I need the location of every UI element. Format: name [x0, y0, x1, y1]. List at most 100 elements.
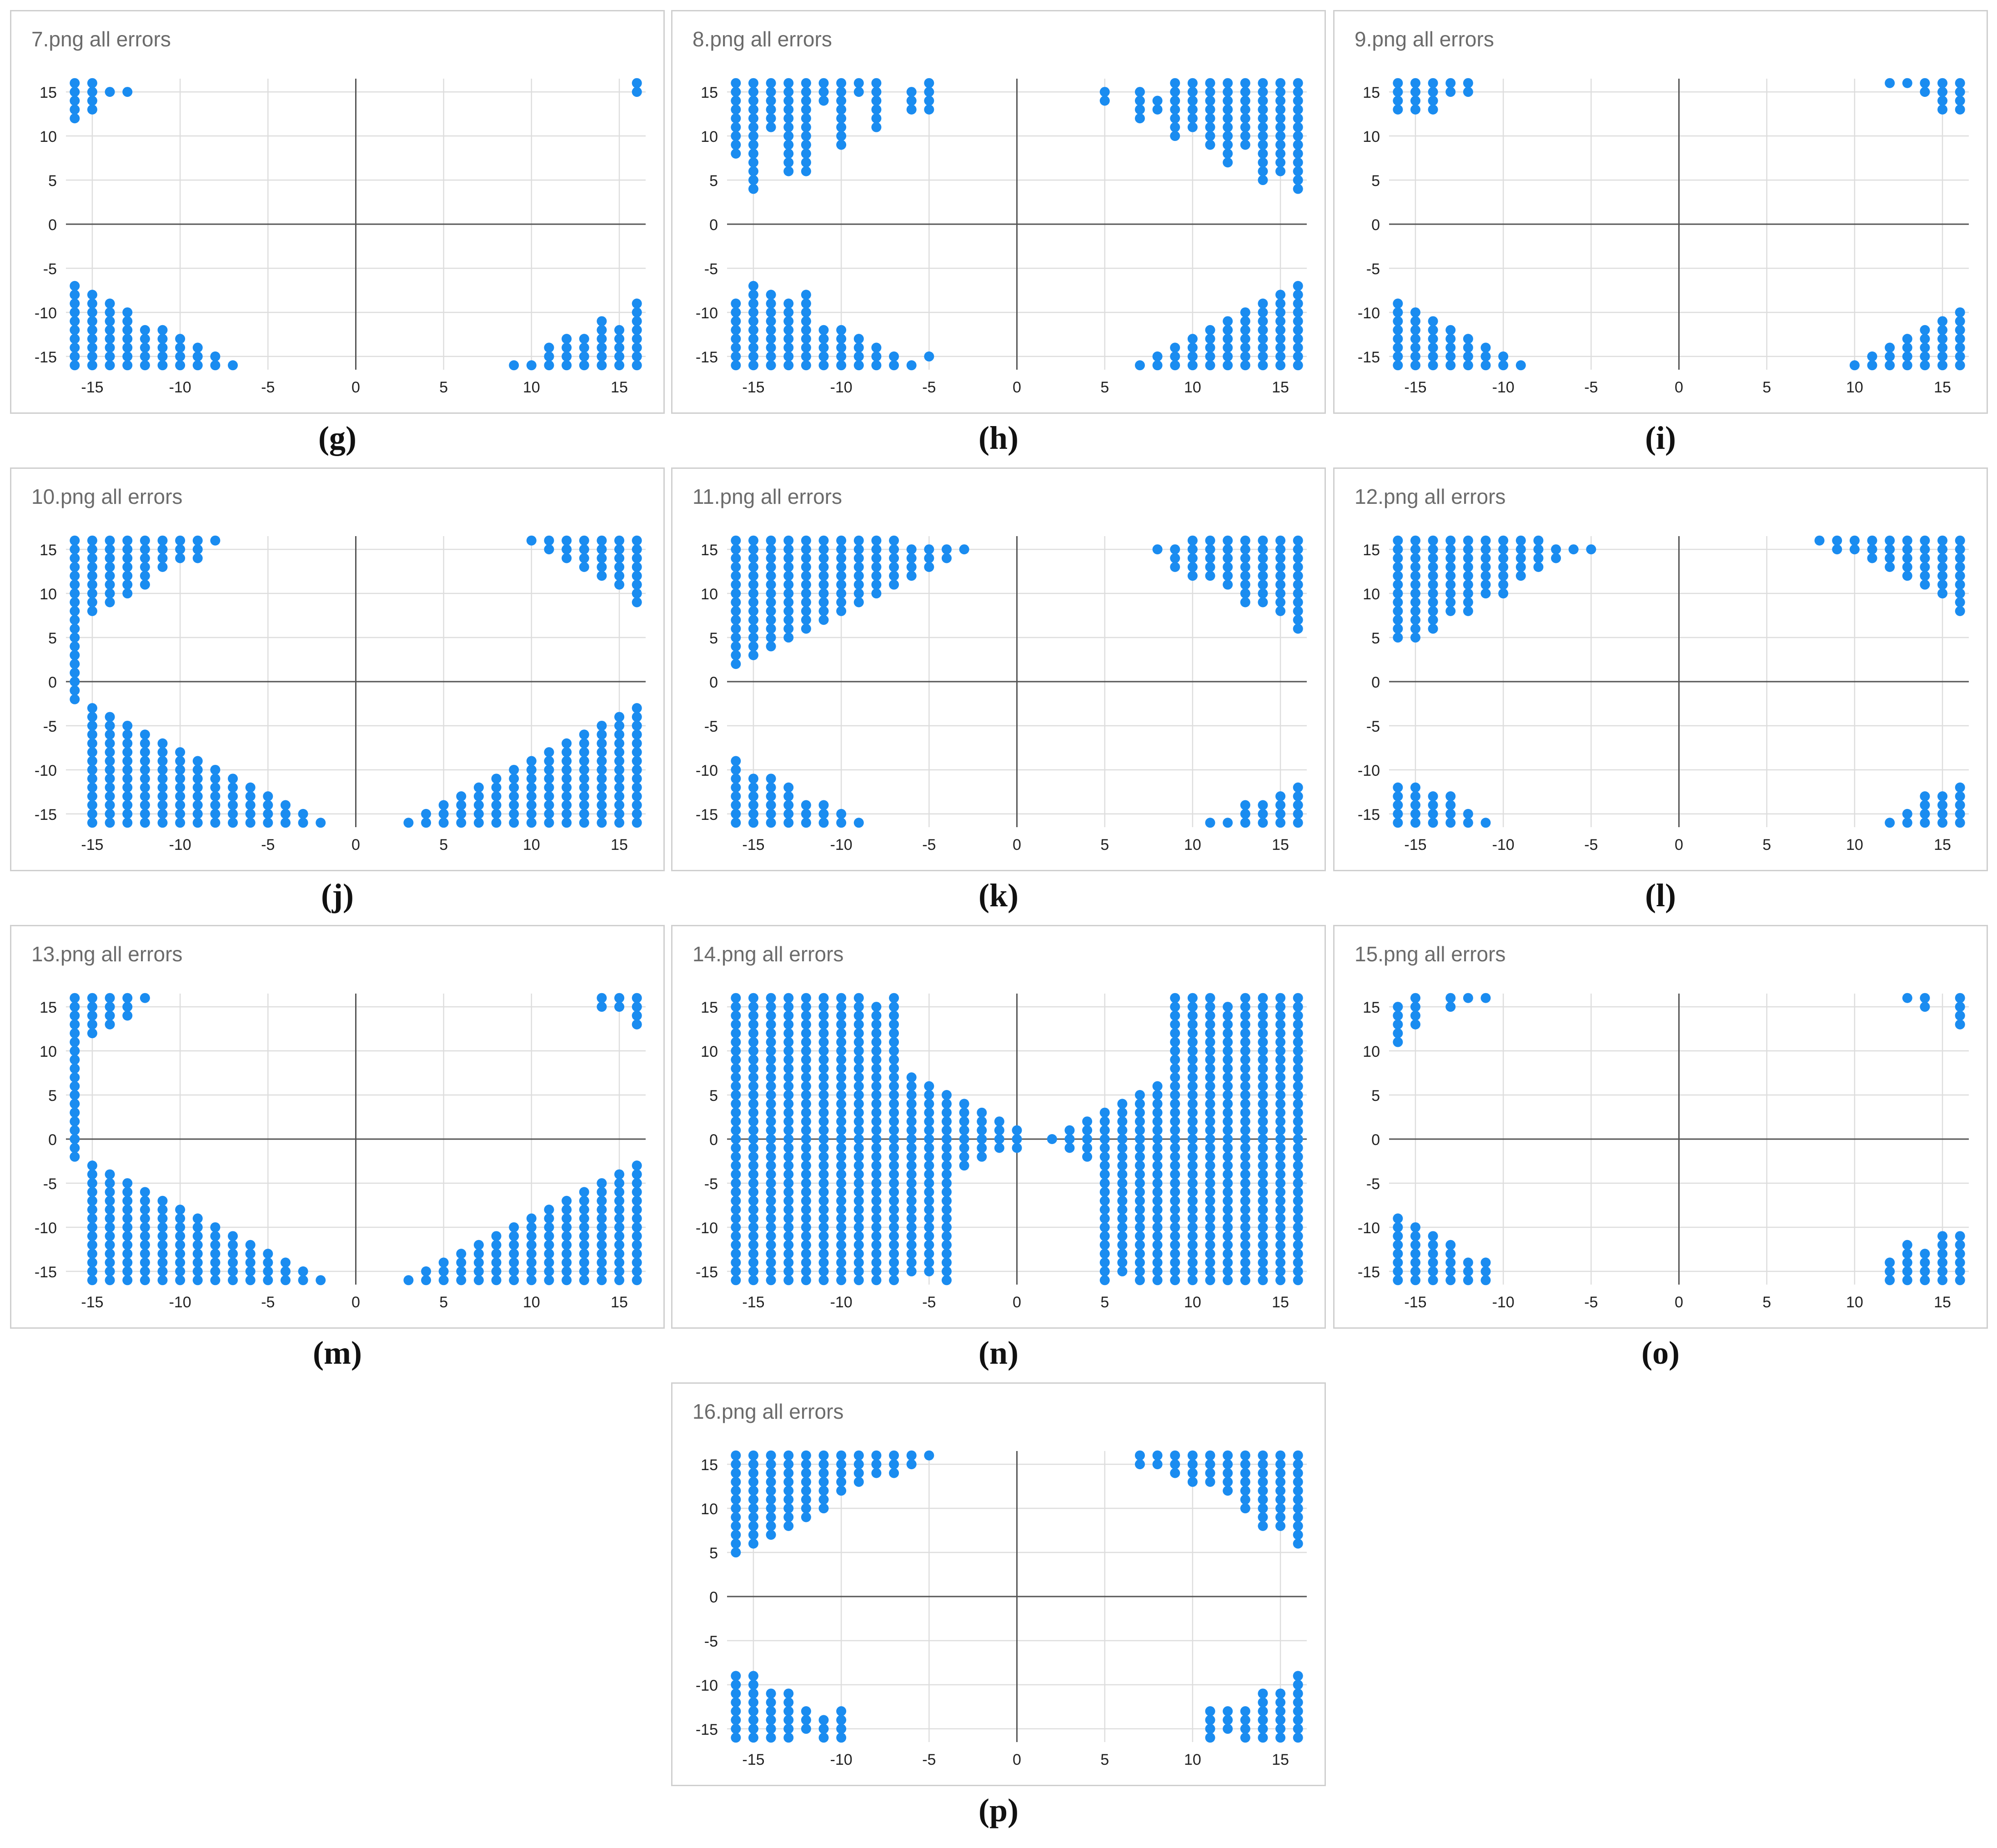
- data-point: [871, 1081, 882, 1091]
- data-point: [924, 1134, 934, 1144]
- data-point: [731, 316, 741, 326]
- data-point: [783, 544, 794, 555]
- data-point: [906, 1081, 917, 1091]
- data-point: [614, 800, 625, 810]
- data-point: [491, 782, 502, 793]
- data-point: [1955, 818, 1965, 828]
- data-point: [175, 782, 186, 793]
- data-point: [1920, 791, 1930, 802]
- data-point: [1240, 535, 1250, 546]
- data-point: [871, 113, 882, 124]
- data-point: [906, 360, 917, 371]
- data-point: [122, 1195, 133, 1206]
- data-point: [70, 298, 80, 309]
- data-point: [766, 290, 776, 300]
- data-point: [210, 1266, 221, 1276]
- data-point: [157, 1205, 168, 1215]
- data-point: [853, 1249, 864, 1259]
- data-point: [1393, 818, 1403, 828]
- data-point: [228, 1266, 238, 1276]
- data-point: [210, 1240, 221, 1250]
- panel-caption: (n): [978, 1335, 1019, 1371]
- data-point: [731, 1476, 741, 1487]
- data-point: [977, 1134, 987, 1144]
- data-point: [1937, 800, 1948, 810]
- data-point: [105, 791, 115, 802]
- data-point: [748, 140, 758, 150]
- data-point: [1170, 122, 1180, 132]
- data-point: [1410, 623, 1420, 634]
- data-point: [906, 1205, 917, 1215]
- data-point: [748, 1275, 758, 1286]
- data-point: [87, 818, 97, 828]
- data-point: [801, 1160, 811, 1171]
- data-point: [1275, 1503, 1286, 1514]
- data-point: [1393, 1240, 1403, 1250]
- data-point: [1293, 544, 1303, 555]
- data-point: [748, 1671, 758, 1681]
- data-point: [122, 1178, 133, 1188]
- data-point: [801, 1010, 811, 1021]
- x-tick-label: -5: [261, 379, 275, 396]
- data-point: [783, 140, 794, 150]
- data-point: [192, 818, 203, 828]
- data-point: [544, 1240, 554, 1250]
- data-point: [748, 351, 758, 362]
- data-point: [87, 290, 97, 300]
- data-point: [140, 544, 150, 555]
- data-point: [1920, 1249, 1930, 1259]
- data-point: [1275, 140, 1286, 150]
- data-point: [1258, 1240, 1268, 1250]
- data-point: [783, 1143, 794, 1153]
- data-point: [1428, 316, 1438, 326]
- data-point: [1920, 1002, 1930, 1012]
- data-point: [87, 729, 97, 740]
- data-point: [1445, 791, 1456, 802]
- data-point: [1480, 562, 1491, 572]
- data-point: [766, 1099, 776, 1109]
- data-point: [562, 818, 572, 828]
- data-point: [438, 1275, 449, 1286]
- data-point: [748, 1195, 758, 1206]
- data-point: [1258, 535, 1268, 546]
- data-point: [1258, 1503, 1268, 1514]
- data-point: [924, 562, 934, 572]
- data-point: [801, 1512, 811, 1522]
- data-point: [1240, 1231, 1250, 1241]
- data-point: [1258, 360, 1268, 371]
- data-point: [871, 1231, 882, 1241]
- data-point: [1293, 140, 1303, 150]
- data-point: [748, 1116, 758, 1127]
- data-point: [1275, 808, 1286, 819]
- data-point: [731, 1275, 741, 1286]
- data-point: [731, 131, 741, 141]
- data-point: [1258, 1187, 1268, 1197]
- x-tick-label: 15: [1272, 1294, 1289, 1311]
- x-tick-label: 10: [1184, 1294, 1201, 1311]
- data-point: [783, 1688, 794, 1699]
- data-point: [766, 1240, 776, 1250]
- data-point: [1463, 1275, 1473, 1286]
- data-point: [871, 1459, 882, 1470]
- data-point: [748, 641, 758, 652]
- data-point: [871, 1063, 882, 1074]
- data-point: [105, 334, 115, 344]
- data-point: [1152, 1459, 1163, 1470]
- data-point: [1240, 544, 1250, 555]
- data-point: [632, 1222, 642, 1232]
- data-point: [175, 800, 186, 810]
- data-point: [87, 95, 97, 106]
- data-point: [87, 579, 97, 590]
- data-point: [192, 544, 203, 555]
- data-point: [731, 1486, 741, 1496]
- data-point: [87, 1028, 97, 1039]
- data-point: [1187, 1169, 1198, 1180]
- data-point: [140, 1257, 150, 1268]
- data-point: [1275, 166, 1286, 176]
- data-point: [748, 553, 758, 563]
- data-point: [853, 1063, 864, 1074]
- data-point: [1275, 1213, 1286, 1224]
- data-point: [438, 808, 449, 819]
- x-tick-label: 15: [1934, 836, 1951, 854]
- data-point: [818, 95, 829, 106]
